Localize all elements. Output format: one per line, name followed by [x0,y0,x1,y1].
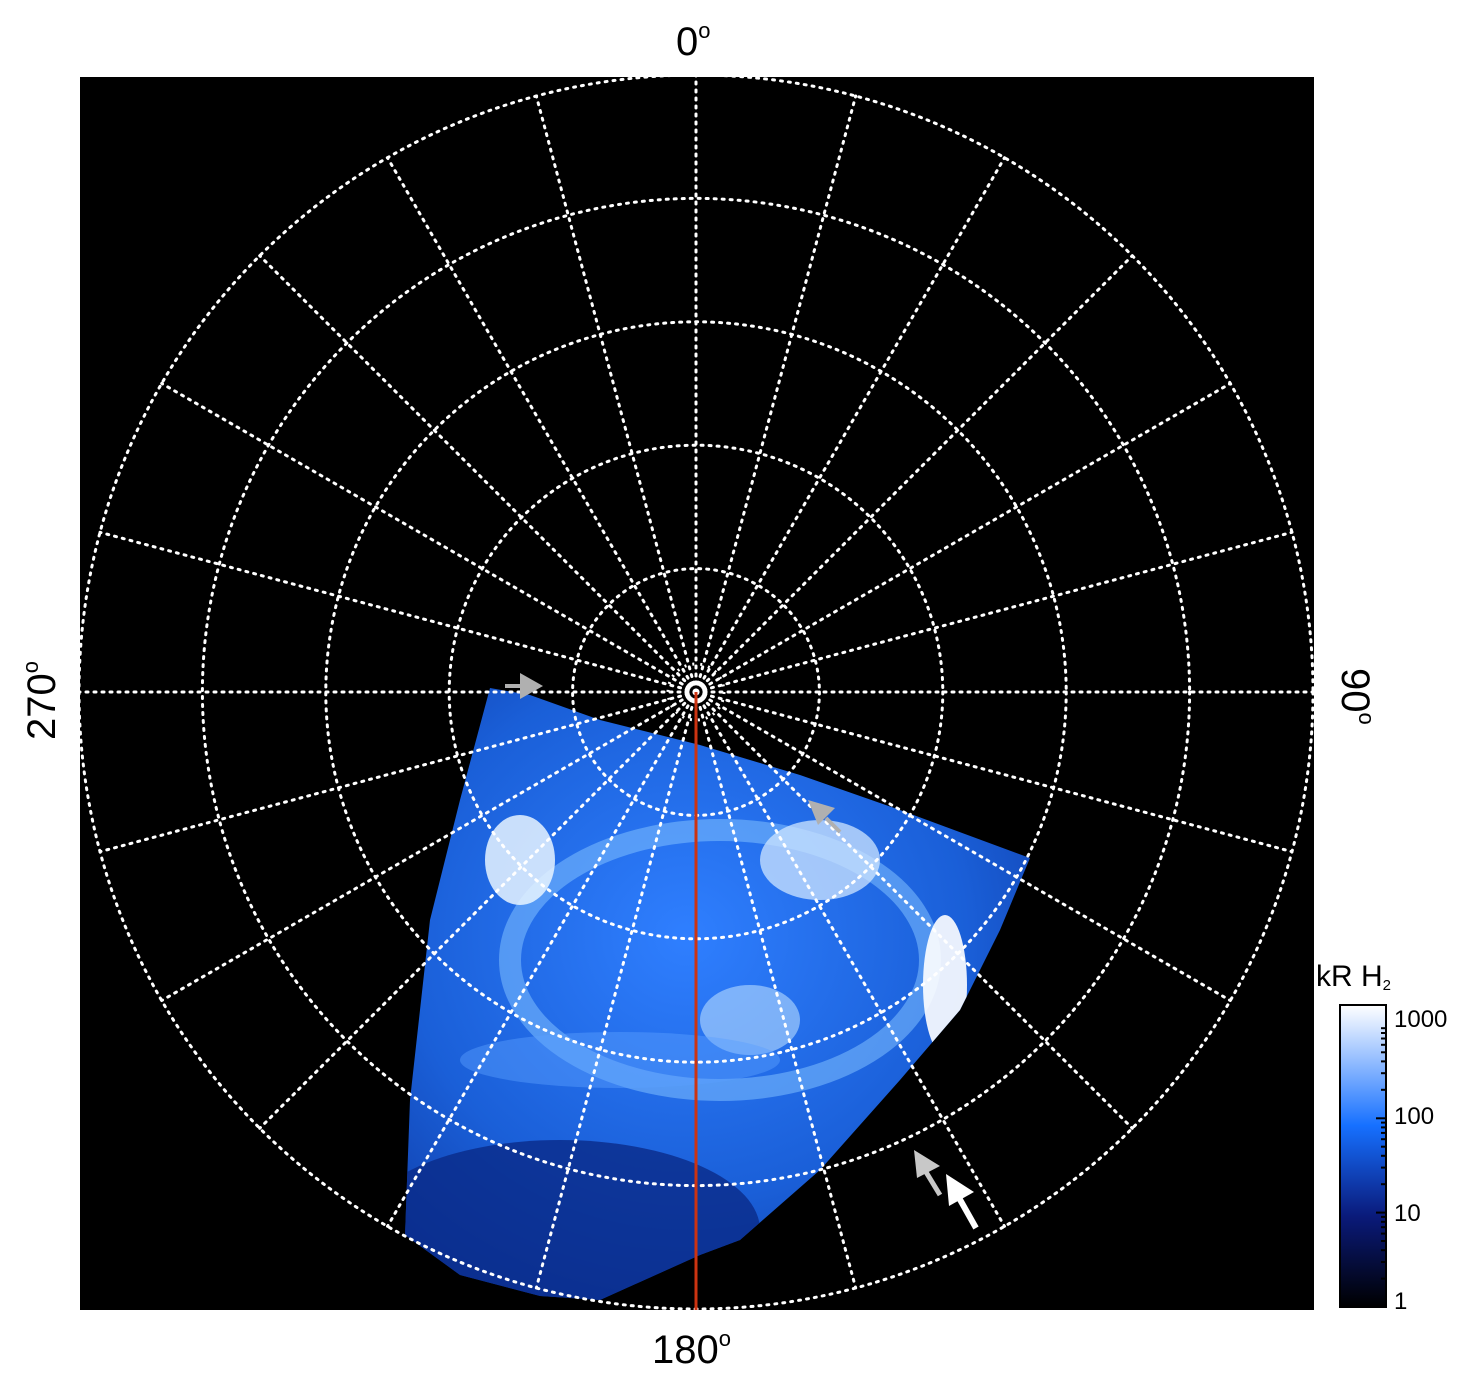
label-270-deg: 270o [18,661,64,740]
meridian-line [694,690,1006,1228]
gray-arrow-left [505,673,543,699]
colorbar-ticks [1376,1027,1386,1308]
colorbar-tick-label: 100 [1394,1103,1435,1130]
colorbar-tick-label: 10 [1394,1200,1421,1227]
latitude-ring [666,662,726,722]
meridian-line [258,254,698,694]
meridian-line [534,690,698,1290]
meridian-line [386,156,698,694]
colorbar-tick-label: 1 [1394,1288,1408,1315]
white-arrow-lower [946,1174,979,1230]
meridian-line [534,94,698,694]
meridian-line [694,530,1294,694]
meridian-line [694,690,1134,1130]
meridian-line [258,690,698,1130]
meridian-line [694,382,1232,694]
label-90-deg: 90o [1333,668,1379,725]
colorbar-title: kR H2 [1316,960,1392,994]
gray-arrow-lower [914,1150,943,1197]
label-180-deg: 180o [652,1326,731,1372]
meridian-line [98,690,698,854]
meridian-line [694,254,1134,694]
colorbar [1339,1004,1387,1308]
meridian-line [694,690,858,1290]
meridian-line [694,690,1294,854]
meridian-line [694,94,858,694]
colorbar-gradient [1339,1004,1387,1308]
meridian-line [694,690,1232,1002]
meridian-line [694,156,1006,694]
label-0-deg: 0o [676,18,711,64]
colorbar-tick-label: 1000 [1394,1006,1448,1033]
coordinate-grid [80,77,1314,1310]
meridian-line [386,690,698,1228]
meridian-line [160,690,698,1002]
meridian-line [98,530,698,694]
meridian-line [160,382,698,694]
gray-arrow-mid [808,800,842,834]
